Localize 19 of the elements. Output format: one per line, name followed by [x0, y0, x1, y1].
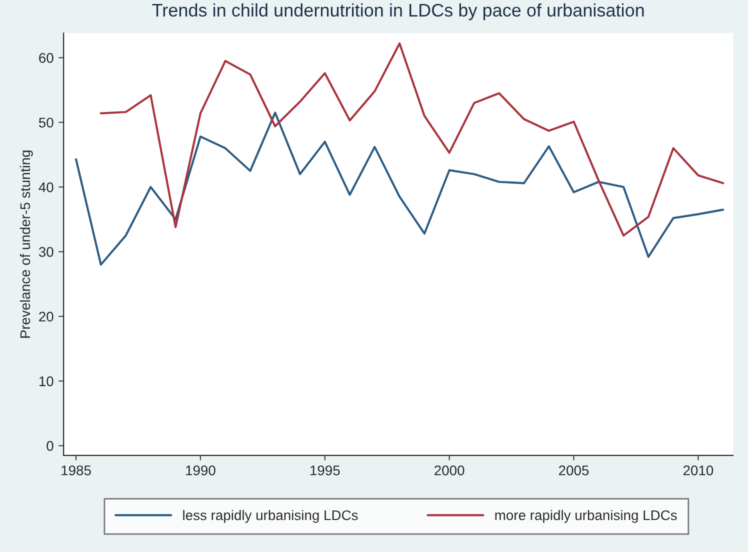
x-tick-label: 1995 — [310, 465, 340, 476]
legend-label: more rapidly urbanising LDCs — [495, 510, 677, 523]
line-series — [74, 112, 724, 266]
x-tick-label: 1990 — [186, 465, 216, 476]
y-tick-label: 50 — [38, 118, 54, 128]
x-tick-label: 1985 — [62, 465, 91, 476]
y-axis-title: Prevelance of under-5 stunting — [20, 150, 33, 338]
y-tick-label: 40 — [38, 182, 54, 192]
x-tick-label: 2005 — [559, 465, 589, 476]
y-tick-label: 0 — [46, 441, 54, 451]
y-tick-label: 10 — [39, 376, 54, 386]
y-tick-label: 20 — [39, 312, 54, 322]
x-tick-label: 2000 — [434, 465, 464, 476]
y-tick-label: 30 — [38, 247, 54, 257]
chart-title: Trends in child undernutrition in LDCs by pace of urbanisation — [152, 3, 644, 20]
x-tick-label: 2010 — [683, 465, 714, 476]
legend-label: less rapidly urbanising LDCs — [183, 510, 358, 523]
y-tick-label: 60 — [39, 53, 54, 63]
line-series — [100, 42, 724, 237]
